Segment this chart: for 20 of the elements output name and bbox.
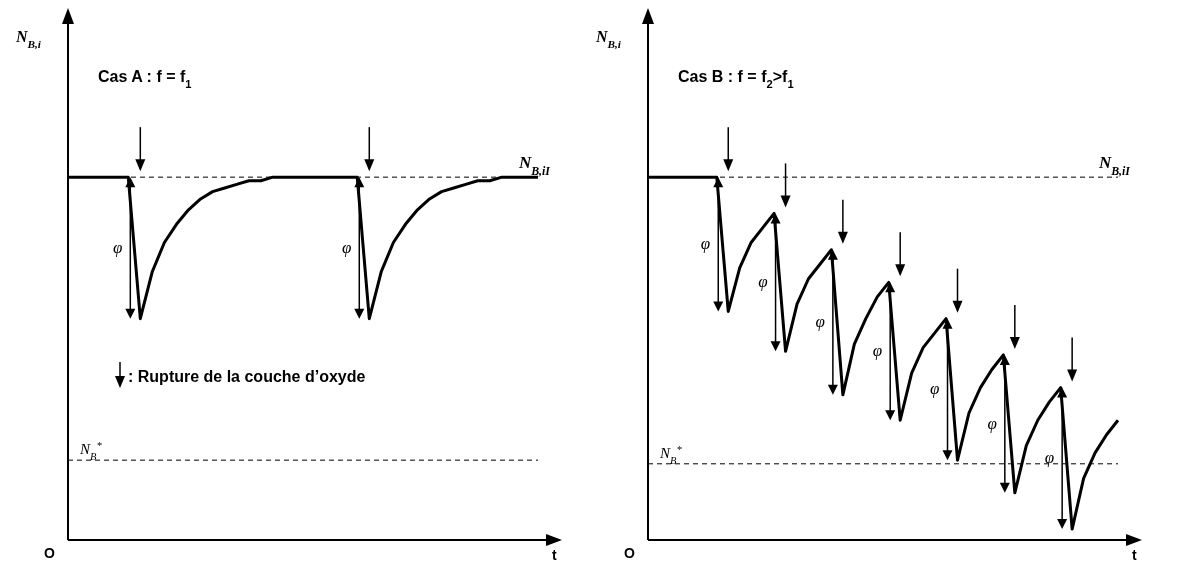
annotation: φ bbox=[1044, 448, 1055, 468]
y-axis-title: N$_{B,i}$ bbox=[15, 28, 42, 50]
annotation: φ bbox=[700, 234, 711, 254]
annotation: φ bbox=[872, 341, 883, 361]
text: O bbox=[624, 545, 635, 561]
chart-title: Cas A : f = f$_{1}$ bbox=[98, 68, 192, 90]
text: O bbox=[44, 545, 55, 561]
annotation: φ bbox=[112, 237, 123, 257]
y-axis-title: N$_{B,i}$ bbox=[595, 28, 622, 50]
x-axis-title: t bbox=[552, 547, 557, 563]
annotation: : Rupture de la couche d’oxyde bbox=[128, 368, 366, 385]
annotation: φ bbox=[930, 379, 940, 399]
annotation: φ bbox=[987, 413, 997, 433]
annotation: φ bbox=[758, 272, 768, 292]
annotation: φ bbox=[341, 237, 352, 257]
ref-line-label: N$_{B,iI}$ bbox=[1097, 153, 1131, 179]
x-axis-title: t bbox=[1132, 547, 1137, 563]
chart-title: Cas B : f = f$_{2}$>f$_{1}$ bbox=[678, 68, 794, 90]
ref-line-label: N$_{B,iI}$ bbox=[517, 153, 551, 179]
annotation: φ bbox=[815, 312, 825, 332]
